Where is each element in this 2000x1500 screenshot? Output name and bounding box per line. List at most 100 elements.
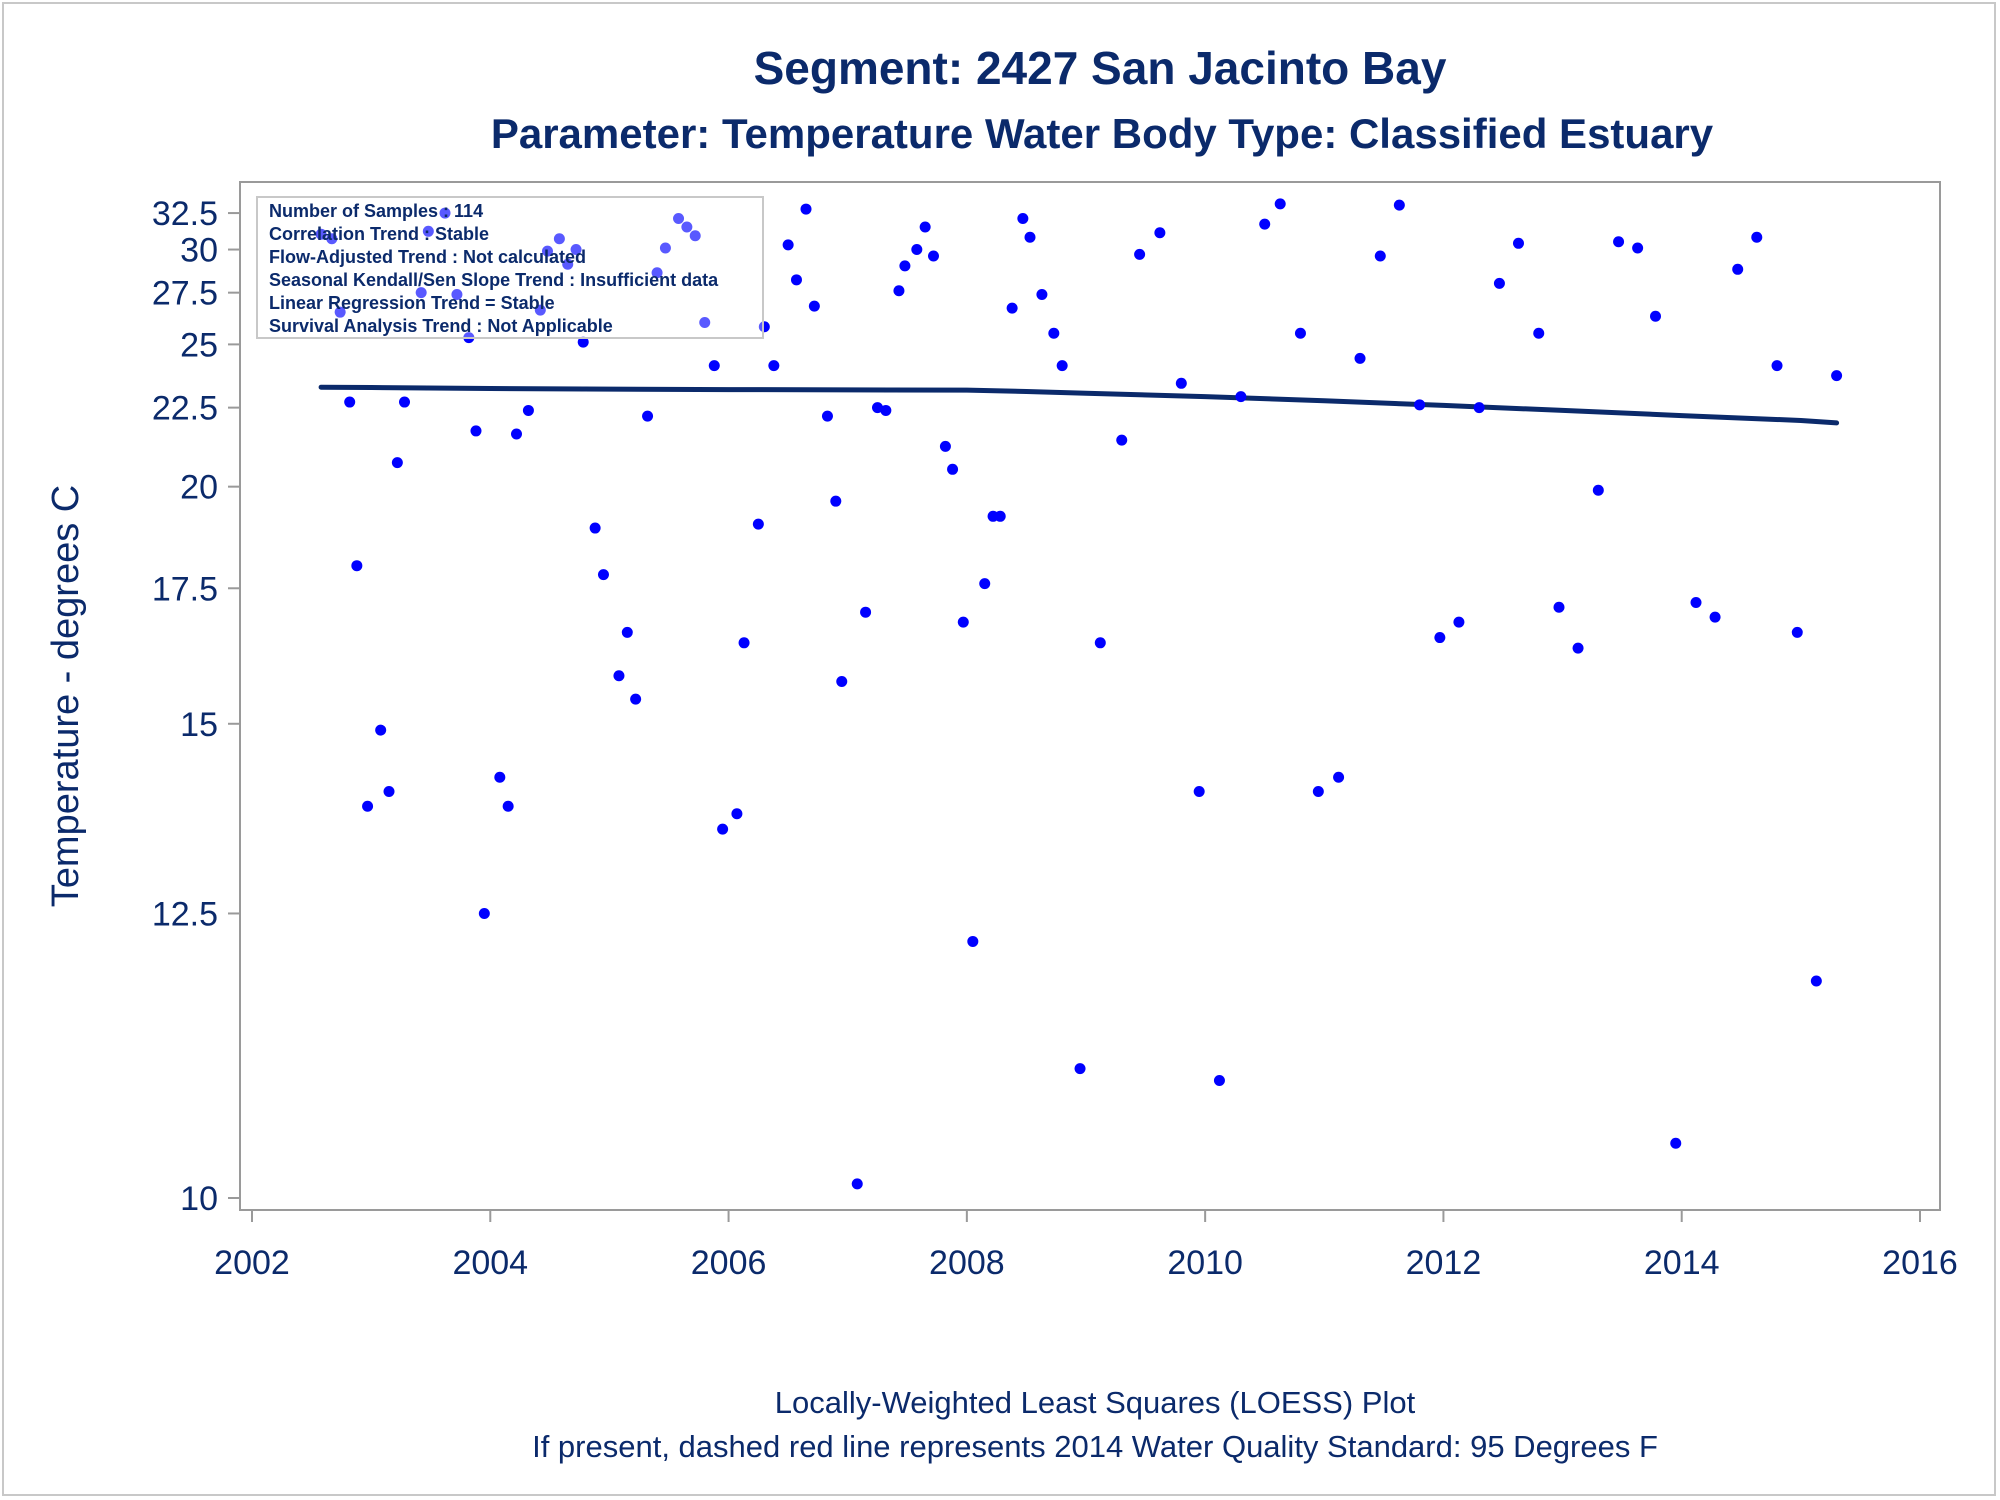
sample-point xyxy=(383,786,395,798)
sample-point xyxy=(673,213,685,225)
y-tick-label: 10 xyxy=(180,1180,218,1218)
sample-point xyxy=(621,626,633,638)
x-tick-label: 2004 xyxy=(452,1244,528,1282)
sample-point xyxy=(1333,771,1345,783)
sample-point xyxy=(1453,616,1465,628)
sample-point xyxy=(1751,231,1763,243)
y-tick-label: 25 xyxy=(180,326,218,364)
sample-point xyxy=(957,616,969,628)
sample-point xyxy=(899,260,911,272)
sample-point xyxy=(315,228,327,240)
x-tick-label: 2016 xyxy=(1882,1244,1958,1282)
sample-point xyxy=(1213,1075,1225,1087)
stats-box: Number of Samples : 114 Correlation Trend… xyxy=(256,196,764,339)
sample-point xyxy=(821,410,833,422)
sample-point xyxy=(790,274,802,286)
stats-line: Survival Analysis Trend : Not Applicable xyxy=(269,316,613,336)
sample-point xyxy=(768,360,780,372)
sample-point xyxy=(415,287,427,299)
sample-point xyxy=(613,670,625,682)
sample-point xyxy=(1670,1137,1682,1149)
sample-point xyxy=(510,428,522,440)
sample-point xyxy=(391,457,403,469)
sample-point xyxy=(681,221,693,233)
sample-point xyxy=(1134,248,1146,260)
sample-point xyxy=(1771,360,1783,372)
sample-point xyxy=(1024,231,1036,243)
sample-point xyxy=(689,230,701,242)
y-tick-label: 30 xyxy=(180,232,218,270)
sample-point xyxy=(1374,250,1386,262)
y-tick-label: 20 xyxy=(180,469,218,507)
sample-point xyxy=(589,522,601,534)
sample-point xyxy=(782,239,794,251)
sample-point xyxy=(927,250,939,262)
sample-point xyxy=(562,258,574,270)
sample-point xyxy=(808,300,820,312)
sample-point xyxy=(659,242,671,254)
sample-point xyxy=(1116,434,1128,446)
sample-point xyxy=(570,244,582,256)
sample-point xyxy=(1259,218,1271,230)
x-tick-label: 2010 xyxy=(1167,1244,1243,1282)
sample-point xyxy=(1632,242,1644,254)
sample-point xyxy=(1094,637,1106,649)
sample-point xyxy=(451,289,463,301)
x-tick-label: 2002 xyxy=(214,1244,290,1282)
sample-point xyxy=(939,440,951,452)
sample-point xyxy=(1434,632,1446,644)
sample-point xyxy=(502,800,514,812)
sample-point xyxy=(1235,391,1247,403)
sample-point xyxy=(651,267,663,279)
stats-box-border xyxy=(256,196,764,339)
sample-point xyxy=(344,396,356,408)
stats-line: Flow-Adjusted Trend : Not calculated xyxy=(269,247,586,267)
sample-point xyxy=(1393,199,1405,211)
x-tick-label: 2014 xyxy=(1644,1244,1720,1282)
sample-point xyxy=(967,935,979,947)
x-axis: 2002 2004 2006 2008 2010 2012 2014 2016 xyxy=(214,1210,1958,1282)
stats-line: Linear Regression Trend = Stable xyxy=(269,293,555,313)
sample-point xyxy=(1553,601,1565,613)
sample-point xyxy=(717,823,729,835)
sample-point xyxy=(1473,402,1485,414)
sample-point xyxy=(1193,786,1205,798)
sample-point xyxy=(880,404,892,416)
y-axis-label: Temperature - degrees C xyxy=(45,485,87,907)
sample-point xyxy=(699,317,711,329)
sample-point xyxy=(541,245,553,257)
x-tick-label: 2008 xyxy=(929,1244,1005,1282)
sample-point xyxy=(1810,975,1822,987)
sample-point xyxy=(334,306,346,318)
stats-line: Correlation Trend : Stable xyxy=(269,224,489,244)
sample-point xyxy=(494,771,506,783)
sample-point xyxy=(375,724,387,736)
sample-point xyxy=(979,578,991,590)
sample-point xyxy=(534,304,546,316)
sample-point xyxy=(830,495,842,507)
sample-point xyxy=(1709,611,1721,623)
y-tick-label: 32.5 xyxy=(152,195,218,233)
sample-point xyxy=(478,907,490,919)
sample-point xyxy=(860,606,872,618)
sample-point xyxy=(1006,302,1018,314)
x-tick-label: 2006 xyxy=(691,1244,767,1282)
sample-point xyxy=(1036,289,1048,301)
sample-point xyxy=(1791,626,1803,638)
loess-trend-line xyxy=(318,384,1840,426)
footnote-loess: Locally-Weighted Least Squares (LOESS) P… xyxy=(775,1385,1416,1420)
sample-point xyxy=(1056,360,1068,372)
sample-point xyxy=(326,233,338,245)
y-tick-label: 27.5 xyxy=(152,275,218,313)
sample-point xyxy=(1312,786,1324,798)
sample-point xyxy=(1017,213,1029,225)
sample-point xyxy=(1294,327,1306,339)
sample-point xyxy=(1175,377,1187,389)
sample-point xyxy=(1690,596,1702,608)
sample-point xyxy=(758,321,770,333)
sample-point xyxy=(1572,642,1584,654)
plot-area xyxy=(239,181,1941,1211)
